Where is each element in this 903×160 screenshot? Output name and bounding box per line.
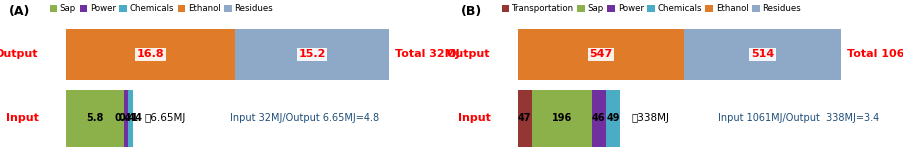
- Text: 196: 196: [551, 113, 572, 123]
- Text: Input: Input: [5, 113, 38, 123]
- Text: Input 1061MJ/Output  338MJ=3.4: Input 1061MJ/Output 338MJ=3.4: [717, 113, 878, 123]
- Legend: Transportation, Sap, Power, Chemicals, Ethanol, Residues: Transportation, Sap, Power, Chemicals, E…: [501, 4, 800, 13]
- Legend: Sap, Power, Chemicals, Ethanol, Residues: Sap, Power, Chemicals, Ethanol, Residues: [50, 4, 273, 13]
- Text: Input: Input: [457, 113, 490, 123]
- Text: 16.8: 16.8: [136, 49, 164, 59]
- Text: 0.41: 0.41: [114, 113, 138, 123]
- Bar: [66, 90, 124, 147]
- Bar: [517, 90, 531, 147]
- Text: Output: Output: [0, 49, 38, 59]
- Text: (B): (B): [461, 5, 482, 18]
- Text: 46: 46: [591, 113, 605, 123]
- Text: Input 32MJ/Output 6.65MJ=4.8: Input 32MJ/Output 6.65MJ=4.8: [229, 113, 378, 123]
- Bar: [531, 90, 591, 147]
- Text: 訖6.65MJ: 訖6.65MJ: [144, 113, 185, 123]
- Text: 49: 49: [606, 113, 619, 123]
- Text: 47: 47: [517, 113, 531, 123]
- Text: 15.2: 15.2: [298, 49, 325, 59]
- Bar: [591, 90, 605, 147]
- Bar: [235, 29, 388, 80]
- Bar: [124, 90, 128, 147]
- Text: 5.8: 5.8: [86, 113, 104, 123]
- Text: Total 32MJ: Total 32MJ: [396, 49, 460, 59]
- Text: 514: 514: [750, 49, 773, 59]
- Text: (A): (A): [9, 5, 31, 18]
- Text: Output: Output: [446, 49, 490, 59]
- Text: 547: 547: [589, 49, 612, 59]
- Bar: [517, 29, 684, 80]
- Text: Total 1061MJ: Total 1061MJ: [847, 49, 903, 59]
- Text: 訖338MJ: 訖338MJ: [631, 113, 669, 123]
- Bar: [684, 29, 840, 80]
- Bar: [128, 90, 133, 147]
- Text: 0.44: 0.44: [118, 113, 143, 123]
- Bar: [66, 29, 235, 80]
- Bar: [605, 90, 619, 147]
